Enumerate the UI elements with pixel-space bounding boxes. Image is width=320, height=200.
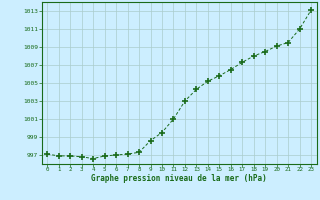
X-axis label: Graphe pression niveau de la mer (hPa): Graphe pression niveau de la mer (hPa) [91,174,267,183]
